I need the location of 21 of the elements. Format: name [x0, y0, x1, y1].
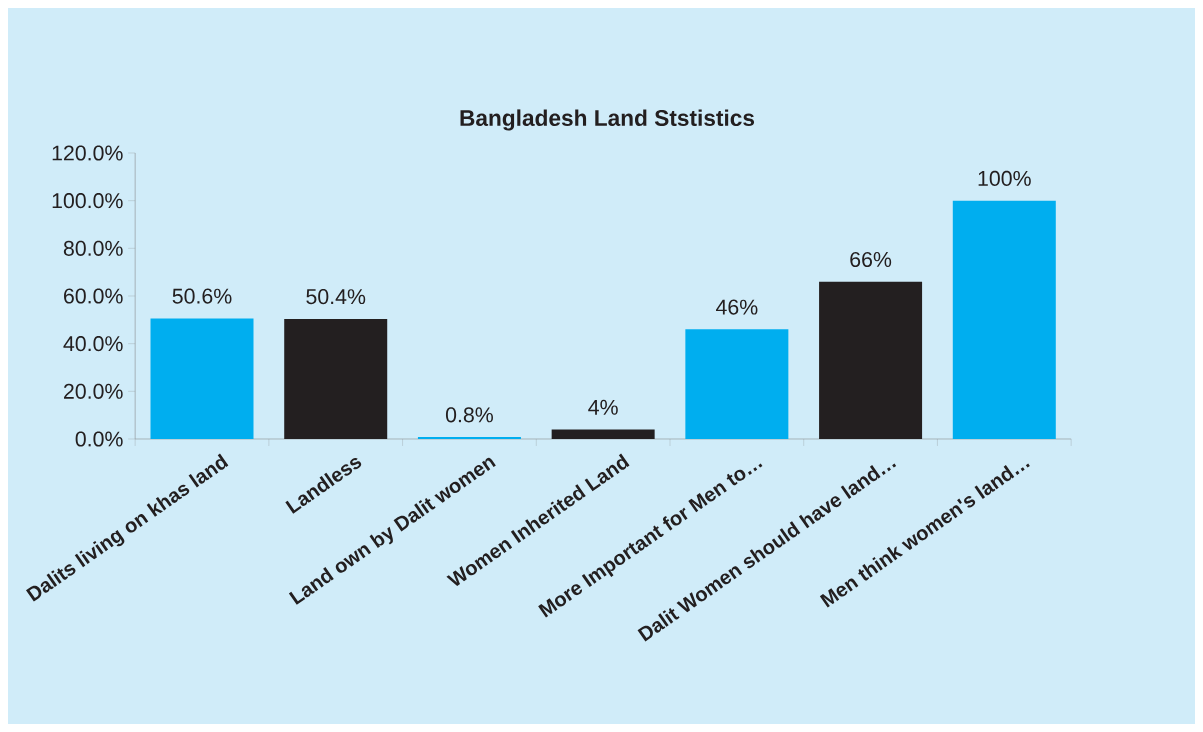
bar: [819, 281, 923, 439]
bar: [284, 318, 388, 439]
y-tick-label: 120.0%: [52, 145, 123, 161]
data-label: 46%: [715, 299, 758, 315]
y-tick-label: 60.0%: [64, 288, 123, 304]
y-tick-label: 20.0%: [64, 383, 123, 399]
y-tick-label: 100.0%: [52, 193, 123, 209]
bar: [952, 200, 1056, 439]
bar: [551, 429, 655, 439]
chart-title: Bangladesh Land Ststistics: [460, 109, 755, 131]
data-label: 50.4%: [306, 289, 366, 305]
data-label: 100%: [978, 170, 1031, 186]
bar: [685, 329, 789, 439]
y-tick-label: 80.0%: [63, 240, 123, 256]
y-tick-label: 40.0%: [63, 336, 123, 352]
data-label: 66%: [850, 251, 892, 267]
data-label: 50.6%: [172, 288, 232, 304]
data-label: 0.8%: [445, 407, 493, 423]
y-tick-label: 0.0%: [75, 431, 123, 447]
data-label: 4%: [588, 399, 618, 415]
bar: [150, 318, 254, 439]
